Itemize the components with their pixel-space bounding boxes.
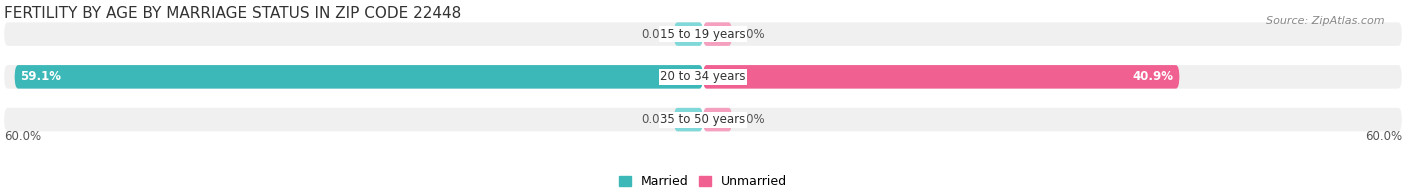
Text: 0.0%: 0.0% (735, 28, 765, 41)
FancyBboxPatch shape (703, 22, 733, 46)
Text: 0.0%: 0.0% (641, 28, 671, 41)
FancyBboxPatch shape (703, 65, 1180, 89)
Text: 60.0%: 60.0% (1365, 130, 1402, 143)
Text: 15 to 19 years: 15 to 19 years (661, 28, 745, 41)
Text: 35 to 50 years: 35 to 50 years (661, 113, 745, 126)
FancyBboxPatch shape (14, 65, 703, 89)
FancyBboxPatch shape (703, 108, 733, 131)
Text: Source: ZipAtlas.com: Source: ZipAtlas.com (1267, 16, 1385, 26)
Text: FERTILITY BY AGE BY MARRIAGE STATUS IN ZIP CODE 22448: FERTILITY BY AGE BY MARRIAGE STATUS IN Z… (4, 6, 461, 21)
Text: 0.0%: 0.0% (641, 113, 671, 126)
FancyBboxPatch shape (4, 65, 703, 89)
Legend: Married, Unmarried: Married, Unmarried (619, 175, 787, 188)
Text: 0.0%: 0.0% (735, 113, 765, 126)
Text: 20 to 34 years: 20 to 34 years (661, 70, 745, 83)
Text: 40.9%: 40.9% (1133, 70, 1174, 83)
FancyBboxPatch shape (703, 65, 1402, 89)
FancyBboxPatch shape (4, 108, 703, 131)
Text: 60.0%: 60.0% (4, 130, 41, 143)
Text: 59.1%: 59.1% (21, 70, 62, 83)
FancyBboxPatch shape (673, 22, 703, 46)
FancyBboxPatch shape (703, 22, 1402, 46)
FancyBboxPatch shape (673, 108, 703, 131)
FancyBboxPatch shape (703, 108, 1402, 131)
FancyBboxPatch shape (4, 22, 703, 46)
